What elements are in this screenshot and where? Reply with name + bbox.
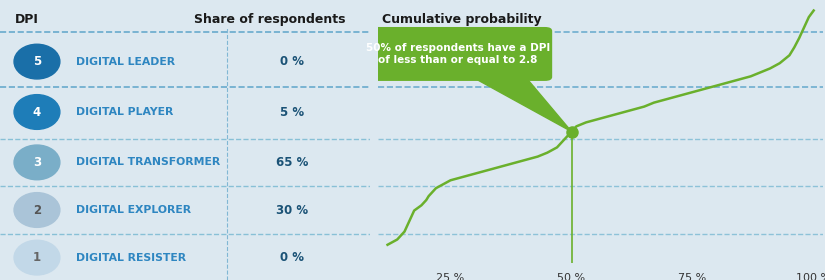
Text: 5: 5 xyxy=(33,55,41,68)
Text: DIGITAL PLAYER: DIGITAL PLAYER xyxy=(76,107,173,117)
Text: DIGITAL LEADER: DIGITAL LEADER xyxy=(76,57,175,67)
Circle shape xyxy=(14,44,60,79)
Text: 5 %: 5 % xyxy=(280,106,304,118)
Text: 65 %: 65 % xyxy=(276,156,309,169)
Polygon shape xyxy=(472,77,572,132)
Circle shape xyxy=(14,240,60,275)
FancyBboxPatch shape xyxy=(363,27,552,81)
Text: DIGITAL EXPLORER: DIGITAL EXPLORER xyxy=(76,205,191,215)
Text: DIGITAL RESISTER: DIGITAL RESISTER xyxy=(76,253,186,263)
Circle shape xyxy=(14,193,60,227)
Text: 2: 2 xyxy=(33,204,41,216)
Text: DIGITAL TRANSFORMER: DIGITAL TRANSFORMER xyxy=(76,157,220,167)
Text: 3: 3 xyxy=(33,156,41,169)
Circle shape xyxy=(14,95,60,129)
Text: Share of respondents: Share of respondents xyxy=(194,13,346,26)
Text: Cumulative probability: Cumulative probability xyxy=(382,13,541,26)
Circle shape xyxy=(14,145,60,180)
Text: 0 %: 0 % xyxy=(280,55,304,68)
Text: 30 %: 30 % xyxy=(276,204,308,216)
Text: 0 %: 0 % xyxy=(280,251,304,264)
Text: DPI: DPI xyxy=(15,13,39,26)
Text: 50% of respondents have a DPI
of less than or equal to 2.8: 50% of respondents have a DPI of less th… xyxy=(365,43,550,65)
Text: 4: 4 xyxy=(33,106,41,118)
Text: 1: 1 xyxy=(33,251,41,264)
